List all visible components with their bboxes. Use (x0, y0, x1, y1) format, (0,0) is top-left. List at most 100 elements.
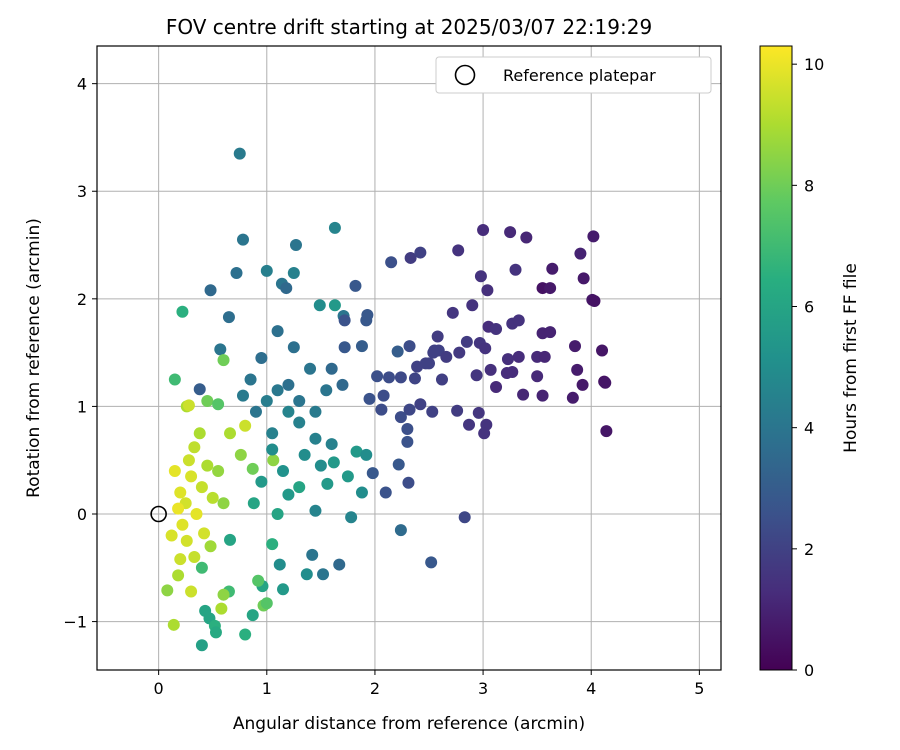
data-point (293, 416, 306, 429)
data-point (452, 244, 465, 257)
data-point (599, 376, 612, 389)
y-tick-label: 3 (77, 182, 87, 201)
data-point (414, 398, 427, 411)
colorbar-gradient (759, 45, 793, 671)
data-point (277, 583, 290, 596)
y-tick-label: 1 (77, 397, 87, 416)
data-point (260, 264, 273, 277)
data-point (481, 284, 494, 297)
data-point (172, 502, 185, 515)
x-axis-label: Angular distance from reference (arcmin) (233, 714, 585, 734)
data-point (280, 282, 293, 295)
data-point (328, 221, 341, 234)
data-point (349, 279, 362, 292)
data-point (224, 533, 237, 546)
data-point (531, 370, 544, 383)
data-point (282, 488, 295, 501)
data-point (255, 475, 268, 488)
points (161, 147, 613, 652)
data-point (204, 284, 217, 297)
colorbar-tick-label: 2 (804, 540, 814, 559)
data-point (293, 481, 306, 494)
data-point (361, 308, 374, 321)
x-tick-label: 0 (154, 679, 164, 698)
data-point (206, 491, 219, 504)
data-point (333, 558, 346, 571)
data-point (188, 551, 201, 564)
data-point (546, 262, 559, 275)
data-point (320, 384, 333, 397)
data-point (401, 423, 414, 436)
data-point (273, 558, 286, 571)
data-point (336, 378, 349, 391)
data-point (234, 448, 247, 461)
data-point (472, 406, 485, 419)
data-point (490, 381, 503, 394)
data-point (167, 618, 180, 631)
data-point (180, 534, 193, 547)
data-point (377, 389, 390, 402)
data-point (431, 330, 444, 343)
data-point (394, 371, 407, 384)
data-point (255, 352, 268, 364)
data-point (300, 568, 313, 581)
data-point (414, 246, 427, 259)
data-point (484, 363, 497, 376)
data-point (198, 527, 211, 540)
data-point (512, 350, 525, 363)
data-point (209, 626, 222, 639)
data-point (325, 362, 338, 375)
data-point (596, 344, 609, 357)
data-point (190, 508, 203, 520)
data-point (321, 477, 334, 490)
data-point (419, 357, 432, 370)
y-tick-label: −1 (63, 613, 87, 632)
data-point (249, 405, 262, 418)
data-point (478, 427, 491, 440)
data-point (466, 299, 479, 312)
data-point (520, 231, 533, 244)
data-point (201, 459, 214, 472)
data-point (509, 263, 522, 276)
data-point (338, 314, 351, 327)
data-point (385, 256, 398, 269)
data-point (174, 486, 187, 499)
data-point (214, 343, 227, 356)
data-point (233, 147, 246, 160)
data-point (403, 403, 416, 416)
data-point (244, 373, 257, 386)
y-tick-label: 2 (77, 290, 87, 309)
colorbar-tick-label: 8 (804, 176, 814, 195)
y-axis-ticks: −1 0 1 2 3 4 (63, 75, 97, 632)
x-axis-ticks: 0 1 2 3 4 5 (154, 670, 704, 698)
data-point (188, 441, 201, 454)
data-point (266, 443, 279, 456)
data-point (479, 342, 492, 355)
data-point (501, 353, 514, 366)
colorbar-tick-label: 0 (804, 661, 814, 680)
data-point (246, 609, 259, 622)
data-point (309, 432, 322, 445)
x-tick-label: 1 (262, 679, 272, 698)
data-point (239, 628, 252, 641)
data-point (176, 305, 189, 318)
data-point (394, 411, 407, 424)
data-point (267, 454, 280, 467)
data-point (195, 561, 208, 574)
colorbar-tick-label: 6 (804, 298, 814, 317)
data-point (366, 467, 379, 480)
data-point (174, 553, 187, 566)
data-point (544, 282, 557, 295)
data-point (538, 350, 551, 363)
data-point (394, 524, 407, 537)
data-point (504, 226, 517, 239)
data-point (577, 272, 590, 285)
colorbar-tick-label: 10 (804, 55, 824, 74)
data-point (314, 459, 327, 472)
data-point (355, 486, 368, 499)
data-point (360, 448, 373, 461)
x-tick-label: 2 (370, 679, 380, 698)
data-point (355, 340, 368, 353)
data-point (217, 497, 230, 510)
data-point (500, 367, 513, 380)
